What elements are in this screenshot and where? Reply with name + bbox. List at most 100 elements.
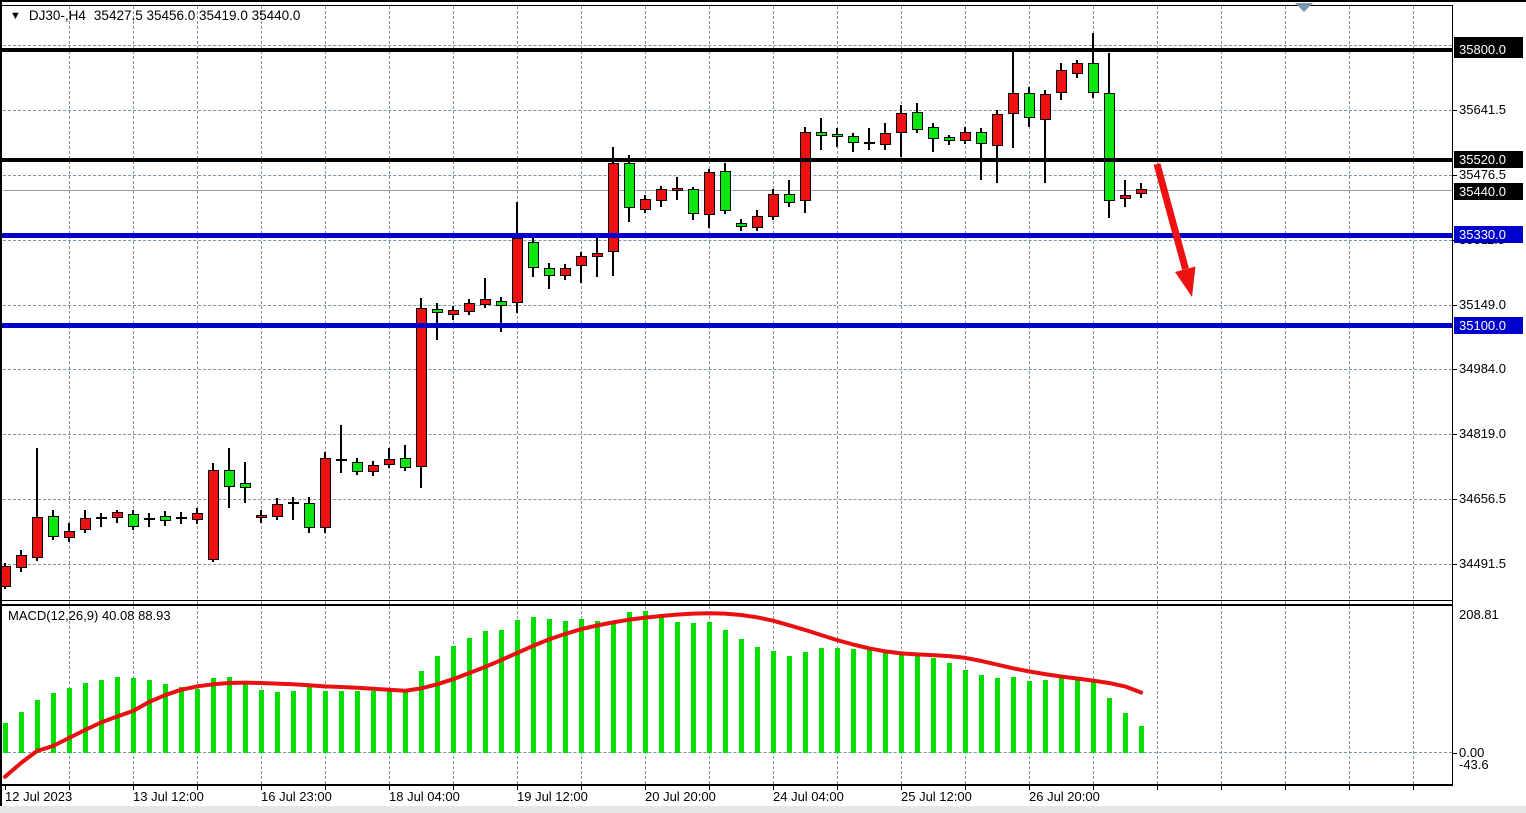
candle-body [1056,70,1067,94]
candle-wick [100,512,102,527]
price-badge-35520.0: 35520.0 [1454,151,1523,169]
candle-body [480,298,491,305]
price-badge-35330.0: 35330.0 [1454,226,1523,244]
horizontal-line-35330.0 [0,232,1452,238]
time-axis-tick [1093,785,1094,790]
macd-indicator-label: MACD(12,26,9) 40.08 88.93 [8,608,171,623]
candle-body [640,199,651,210]
candle-body [528,241,539,268]
macd-histogram-bar [67,687,72,753]
time-axis-tick [197,785,198,790]
vertical-gridline [389,6,390,784]
candle-body [864,141,875,145]
macd-histogram-bar [771,650,776,753]
macd-histogram-bar [611,622,616,753]
macd-histogram-bar [659,613,664,753]
price-axis-label: 35149.0 [1459,297,1506,312]
candle-body [272,503,283,517]
candle-body [112,512,123,518]
price-axis-label: 34819.0 [1459,426,1506,441]
candle-wick [868,127,870,150]
candle-wick [436,303,438,341]
macd-histogram-bar [595,621,600,753]
price-axis-label: 34984.0 [1459,361,1506,376]
candle-body [976,132,987,145]
candle-body [352,461,363,472]
horizontal-line-35800.0 [0,47,1452,52]
vertical-gridline [965,6,966,784]
time-axis-tick [1221,785,1222,790]
candle-body [64,530,75,538]
candle-wick [1124,179,1126,207]
macd-histogram-bar [403,692,408,753]
macd-histogram-bar [899,655,904,753]
vertical-gridline [197,6,198,784]
vertical-gridline [1285,6,1286,784]
macd-histogram-bar [819,648,824,753]
candle-body [624,162,635,208]
macd-histogram-bar [803,652,808,753]
time-axis-tick [773,785,774,790]
candle-body [944,136,955,141]
vertical-gridline [133,6,134,784]
horizontal-gridline [3,110,1452,111]
time-axis-label: 13 Jul 12:00 [133,789,204,804]
candle-body [192,512,203,520]
macd-signal-value: 88.93 [138,608,171,623]
macd-histogram-bar [515,619,520,753]
horizontal-gridline [3,240,1452,241]
candle-body [160,515,171,521]
time-axis-label: 24 Jul 04:00 [773,789,844,804]
down-arrow-head[interactable] [1175,266,1196,298]
time-axis-line [0,784,1452,786]
candle-body [592,252,603,257]
candle-body [688,188,699,214]
horizontal-line-35520.0 [0,157,1452,162]
candle-body [672,187,683,191]
macd-histogram-bar [211,677,216,753]
macd-histogram-bar [51,693,56,753]
clipped-badge-sliver [1454,37,1523,43]
candle-body [320,458,331,528]
candle-wick [292,497,294,520]
candle-body [512,238,523,303]
macd-histogram-bar [579,618,584,753]
vertical-gridline [453,6,454,784]
vertical-gridline [837,6,838,784]
macd-histogram-bar [547,618,552,753]
macd-histogram-bar [995,677,1000,753]
macd-histogram-bar [83,683,88,753]
macd-histogram-bar [3,723,8,753]
macd-histogram-bar [1043,679,1048,753]
time-axis-label: 12 Jul 2023 [5,789,73,804]
panel-separator-line-2 [0,604,1452,606]
down-arrow-shaft[interactable] [1153,163,1189,270]
vertical-gridline [901,6,902,784]
macd-signal-line [3,611,1143,779]
candle-body [416,307,427,467]
macd-histogram-bar [307,686,312,753]
macd-histogram-bar [675,622,680,753]
symbol-dropdown-icon[interactable]: ▼ [10,9,21,22]
candle-wick [148,512,150,527]
price-axis-tick [1452,499,1457,500]
vertical-gridline [1093,6,1094,784]
macd-histogram-bar [499,629,504,753]
macd-name: MACD(12,26,9) [8,608,99,623]
candle-body [208,470,219,561]
macd-histogram-bar [931,657,936,753]
macd-histogram-bar [883,652,888,753]
candle-body [1136,189,1147,195]
candle-body [80,517,91,530]
candle-body [304,502,315,528]
candle-body [752,215,763,228]
macd-histogram-bar [195,689,200,753]
candle-body [16,554,27,568]
candle-body [816,132,827,136]
candle-body [1040,94,1051,121]
candle-body [784,193,795,203]
time-axis-tick [581,785,582,790]
macd-histogram-bar [259,690,264,753]
chart-shift-marker-icon[interactable] [1295,3,1313,12]
